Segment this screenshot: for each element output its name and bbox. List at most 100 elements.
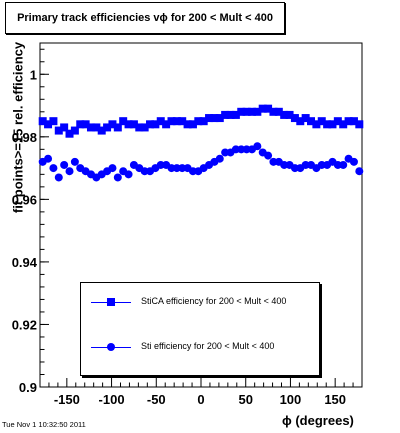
sti-point <box>339 160 348 169</box>
stica-point <box>205 114 214 123</box>
sti-point <box>54 173 63 182</box>
sti-point <box>49 164 58 173</box>
stica-point <box>253 107 262 116</box>
stica-point <box>323 120 332 129</box>
stica-point <box>44 120 53 129</box>
stica-point <box>247 107 256 116</box>
y-tick-label: 0.9 <box>19 380 37 395</box>
stica-point <box>167 117 176 126</box>
stica-point <box>242 107 251 116</box>
stica-point <box>312 120 321 129</box>
stica-point <box>65 129 74 138</box>
tick-labels: -150 -100 -50 0 50 100 150 0.9 0.92 0.94 0.96 0.98 1 <box>12 67 346 407</box>
stica-point <box>76 120 85 129</box>
stica-point <box>264 104 273 113</box>
stica-point <box>81 120 90 129</box>
stica-point <box>108 120 117 129</box>
stica-point <box>258 104 267 113</box>
stica-point <box>344 117 353 126</box>
series-stica-efficiency <box>38 104 364 138</box>
stica-point <box>215 114 224 123</box>
stica-point <box>70 126 79 135</box>
x-tick-label: -50 <box>147 392 166 407</box>
stica-point <box>269 107 278 116</box>
x-tick-label: -150 <box>54 392 80 407</box>
stica-point <box>135 123 144 132</box>
y-axis-label: fit points>=15 rel. efficiency <box>10 41 26 214</box>
stica-point <box>97 126 106 135</box>
stica-point <box>355 120 364 129</box>
stica-point <box>86 123 95 132</box>
stica-point <box>49 117 58 126</box>
stica-point <box>339 120 348 129</box>
y-tick-label: 0.92 <box>12 317 37 332</box>
legend-entry-stica: StiCA efficiency for 200 < Mult < 400 <box>81 292 319 314</box>
stica-point <box>307 117 316 126</box>
stica-point <box>226 110 235 119</box>
stica-point <box>274 107 283 116</box>
legend-label-sti: Sti efficiency for 200 < Mult < 400 <box>141 341 275 351</box>
y-tick-label: 0.98 <box>12 130 37 145</box>
legend: StiCA efficiency for 200 < Mult < 400 St… <box>80 282 320 376</box>
stica-point <box>151 120 160 129</box>
stica-point <box>103 123 112 132</box>
stica-point <box>119 117 128 126</box>
stica-point <box>231 110 240 119</box>
x-tick-label: 50 <box>238 392 252 407</box>
chart-title-box: Primary track efficiencies vϕ for 200 < … <box>5 2 285 34</box>
chart-title: Primary track efficiencies vϕ for 200 < … <box>17 12 273 24</box>
stica-point <box>280 110 289 119</box>
x-tick-label: 0 <box>197 392 204 407</box>
y-tick-label: 1 <box>30 67 37 82</box>
sti-point <box>349 157 358 166</box>
stica-point <box>317 117 326 126</box>
timestamp: Tue Nov 1 10:32:50 2011 <box>2 420 86 429</box>
stica-point <box>333 117 342 126</box>
sti-point <box>124 170 133 179</box>
stica-point <box>237 107 246 116</box>
sti-point <box>60 160 69 169</box>
sti-point <box>65 167 74 176</box>
stica-point <box>146 120 155 129</box>
stica-point <box>349 117 358 126</box>
stica-point <box>183 120 192 129</box>
sti-point <box>70 157 79 166</box>
stica-point <box>38 117 47 126</box>
stica-point <box>60 123 69 132</box>
series-sti-efficiency <box>38 142 364 182</box>
sti-point <box>113 173 122 182</box>
sti-point <box>108 164 117 173</box>
axis-ticks <box>39 48 363 388</box>
x-tick-label: 100 <box>280 392 302 407</box>
stica-point <box>162 120 171 129</box>
stica-point <box>140 123 149 132</box>
sti-point <box>215 154 224 163</box>
stica-point <box>301 114 310 123</box>
stica-point <box>156 117 165 126</box>
sti-point <box>44 154 53 163</box>
stica-point <box>285 110 294 119</box>
sti-point <box>253 142 262 151</box>
stica-point <box>92 123 101 132</box>
stica-point <box>210 114 219 123</box>
x-tick-label: -100 <box>99 392 125 407</box>
stica-point <box>296 117 305 126</box>
stica-point <box>221 110 230 119</box>
legend-label-stica: StiCA efficiency for 200 < Mult < 400 <box>141 296 287 306</box>
stica-point <box>54 126 63 135</box>
stica-point <box>199 117 208 126</box>
x-axis-label: ϕ (degrees) <box>282 413 354 428</box>
circle-marker-icon <box>107 343 115 351</box>
y-tick-label: 0.94 <box>12 255 38 270</box>
y-tick-label: 0.96 <box>12 192 37 207</box>
stica-point <box>178 117 187 126</box>
square-marker-icon <box>107 298 115 306</box>
stica-point <box>188 120 197 129</box>
legend-entry-sti: Sti efficiency for 200 < Mult < 400 <box>81 337 319 359</box>
stica-point <box>124 120 133 129</box>
stica-point <box>129 120 138 129</box>
stica-point <box>328 120 337 129</box>
stica-point <box>113 123 122 132</box>
sti-point <box>355 167 364 176</box>
